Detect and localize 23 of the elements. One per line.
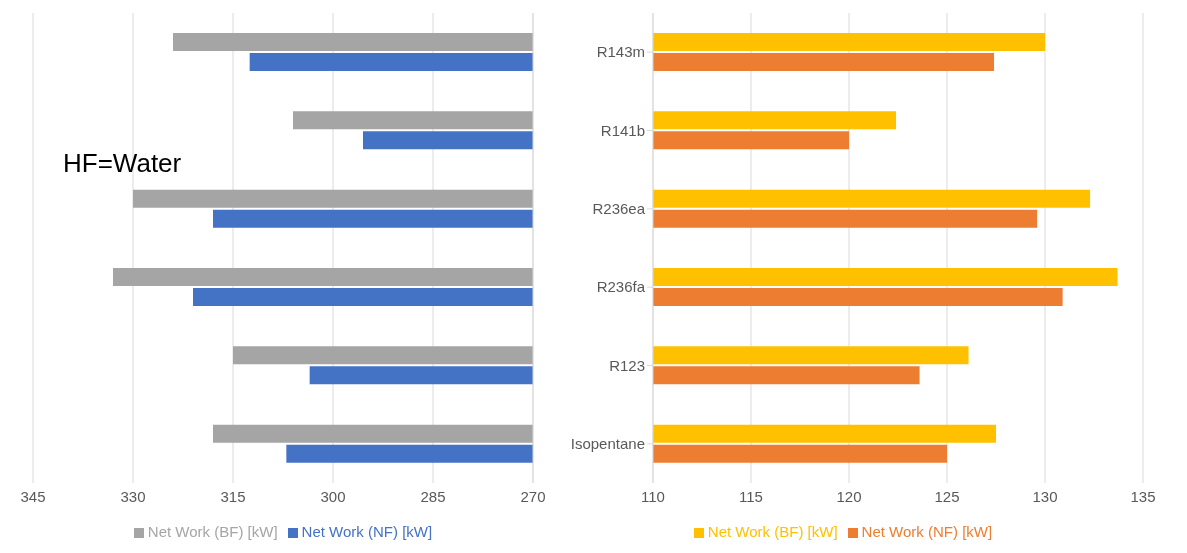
x-tick-label: 315 [220,487,246,505]
y-tick-label: R236fa [596,278,646,296]
x-tick-label: 130 [1032,487,1058,505]
y-tick-label: R143m [596,43,645,61]
y-tick-label: R123 [609,356,645,374]
x-tick-label: 270 [520,487,546,505]
x-tick-label: 285 [420,487,446,505]
y-tick-label: Isopentane [570,435,645,453]
x-tick-label: 345 [20,487,46,505]
legend-label: Net Work (NF) [kW] [301,523,433,540]
legend-label: Net Work (NF) [kW] [861,523,993,540]
x-tick-label: 300 [320,487,346,505]
legend-label: Net Work (BF) [kW] [707,523,838,540]
x-tick-label: 330 [120,487,146,505]
x-tick-label: 110 [641,487,665,505]
x-tick-label: 125 [934,487,960,505]
annotation: HF=Water [63,148,182,179]
x-tick-label: 120 [836,487,862,505]
x-tick-label: 115 [739,487,763,505]
y-tick-label: R141b [600,121,645,139]
legend-label: Net Work (BF) [kW] [147,523,278,540]
x-tick-label: 135 [1130,487,1156,505]
y-tick-label: R236ea [592,200,646,218]
